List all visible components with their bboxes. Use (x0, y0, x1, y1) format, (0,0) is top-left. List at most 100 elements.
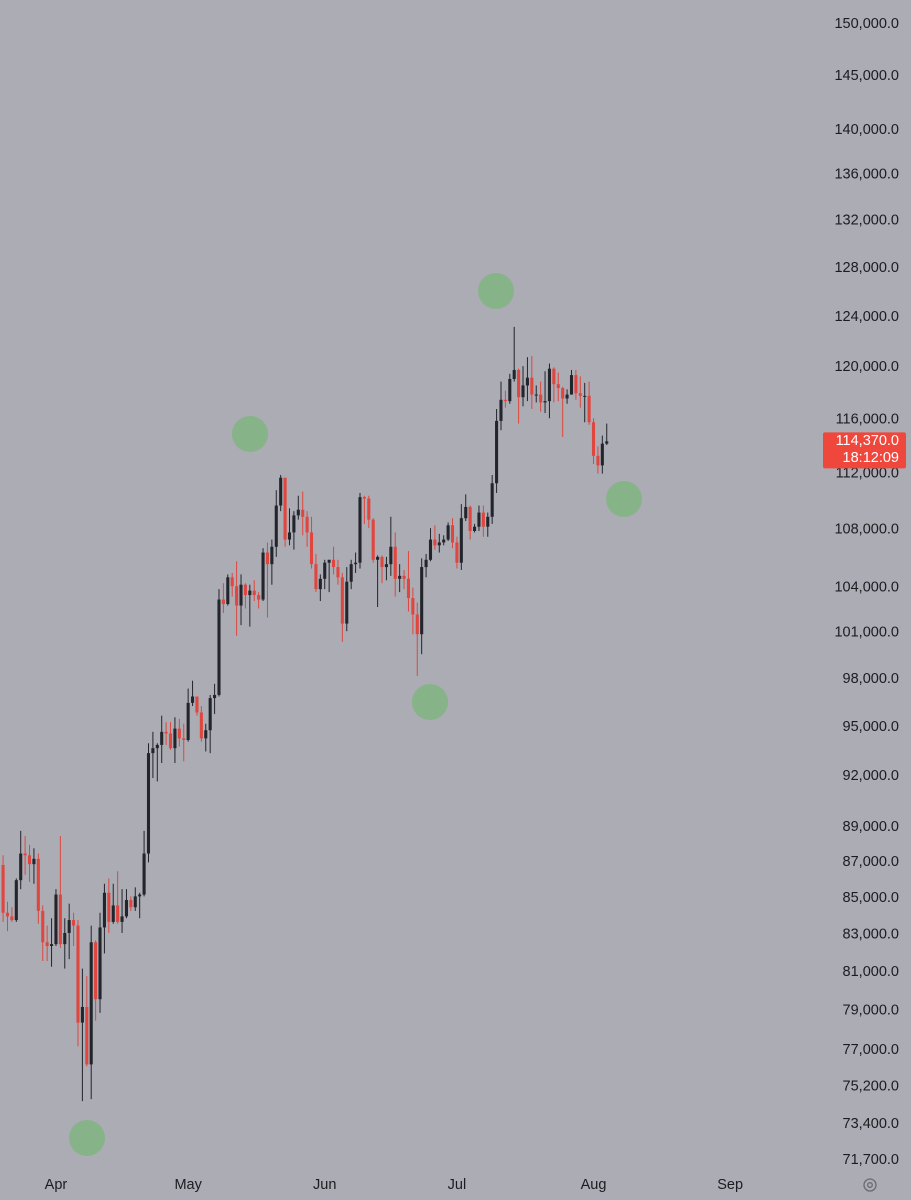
candle-body (552, 368, 556, 385)
candle-body (591, 422, 596, 456)
candle-body (583, 395, 587, 397)
candle-body (547, 368, 551, 402)
candle-body (72, 920, 76, 926)
candle-body (5, 912, 10, 917)
x-tick-label: Jun (313, 1177, 336, 1193)
settings-gear-center[interactable] (867, 1182, 873, 1188)
x-tick-label: May (174, 1177, 202, 1193)
y-tick-label: 116,000.0 (836, 411, 899, 427)
y-tick-label: 128,000.0 (834, 260, 899, 276)
candle-body (142, 853, 146, 895)
settings-icon[interactable] (863, 1178, 877, 1192)
candle-body (116, 905, 120, 922)
candle-body (332, 559, 336, 568)
candle-body (578, 393, 582, 396)
candle-body (428, 539, 433, 560)
candle-body (424, 559, 428, 568)
candle-body (98, 927, 102, 1000)
candle-body (89, 942, 93, 1065)
candle-body (195, 696, 199, 713)
candle-body (340, 577, 344, 624)
axes: 150,000.0 145,000.0 140,000.0 136,000.0 132,… (45, 16, 906, 1193)
candle-body (406, 578, 410, 599)
candle-body (420, 567, 424, 635)
candle-body (389, 546, 393, 565)
candle-body (605, 441, 609, 444)
y-tick-label: 104,000.0 (834, 579, 899, 595)
candle-body (380, 556, 384, 568)
marker (69, 1120, 105, 1156)
candle-body (111, 905, 115, 922)
marker (478, 273, 514, 309)
candle-body (565, 394, 569, 399)
candle-body (305, 516, 309, 533)
candle-body (27, 855, 32, 865)
y-tick-label: 108,000.0 (834, 521, 899, 537)
candle-body (67, 920, 71, 933)
candle-body (525, 377, 529, 386)
candle-body (19, 853, 23, 881)
candle-body (354, 562, 358, 565)
candle-body (442, 539, 446, 543)
y-tick-label: 83,000.0 (843, 927, 899, 943)
y-tick-label: 101,000.0 (834, 625, 899, 641)
candle-body (107, 892, 111, 922)
candle-body (468, 506, 472, 531)
candle-body (208, 698, 212, 731)
candle-body (164, 731, 168, 734)
y-tick-label: 112,000.0 (836, 465, 899, 481)
candle-body (473, 526, 477, 531)
candle-body (292, 515, 296, 533)
y-tick-label: 85,000.0 (843, 890, 899, 906)
last-price-badge (823, 432, 906, 469)
candle-body (177, 728, 181, 739)
countdown-label: 18:12:09 (843, 450, 899, 466)
candle-body (437, 542, 441, 546)
x-tick-label: Jul (448, 1177, 467, 1193)
candle-body (274, 505, 278, 547)
candle-body (133, 896, 137, 908)
candle-body (574, 375, 578, 394)
candle-body (151, 748, 155, 754)
y-tick-label: 75,200.0 (843, 1079, 899, 1095)
candle-body (14, 880, 18, 921)
candle-body (508, 378, 512, 402)
y-tick-label: 98,000.0 (843, 671, 899, 687)
candle-body (371, 519, 375, 560)
candle-body (182, 738, 186, 740)
candle-body (486, 516, 490, 527)
y-tick-label: 150,000.0 (834, 16, 899, 32)
candle-body (459, 518, 463, 563)
candle-body (556, 384, 560, 389)
candle-body (50, 944, 54, 946)
settings-gear[interactable] (863, 1178, 877, 1192)
candle-body (367, 498, 371, 520)
candle-body (261, 552, 265, 600)
candle-body (433, 539, 437, 546)
marker (606, 481, 642, 517)
y-tick-label: 89,000.0 (843, 819, 899, 835)
y-tick-label: 136,000.0 (834, 167, 899, 183)
candle-body (257, 595, 261, 600)
marker (412, 684, 448, 720)
candle-body (146, 753, 151, 854)
candle-body (345, 581, 349, 624)
candle-body (63, 932, 67, 945)
candle-body (85, 1006, 89, 1065)
candle-body (362, 497, 366, 499)
candle-body (309, 532, 314, 565)
candle-body (279, 477, 283, 506)
x-tick-label: Sep (717, 1177, 743, 1193)
candle-body (221, 599, 225, 605)
candle-body (80, 1006, 84, 1023)
y-tick-label: 120,000.0 (834, 359, 899, 375)
candle-body (58, 894, 62, 945)
candle-body (358, 497, 362, 563)
candle-body (76, 925, 80, 1023)
candle-body (168, 733, 173, 749)
marker (232, 416, 268, 452)
candle-body (446, 525, 450, 540)
candle-body (495, 420, 499, 484)
candle-body (10, 916, 14, 921)
